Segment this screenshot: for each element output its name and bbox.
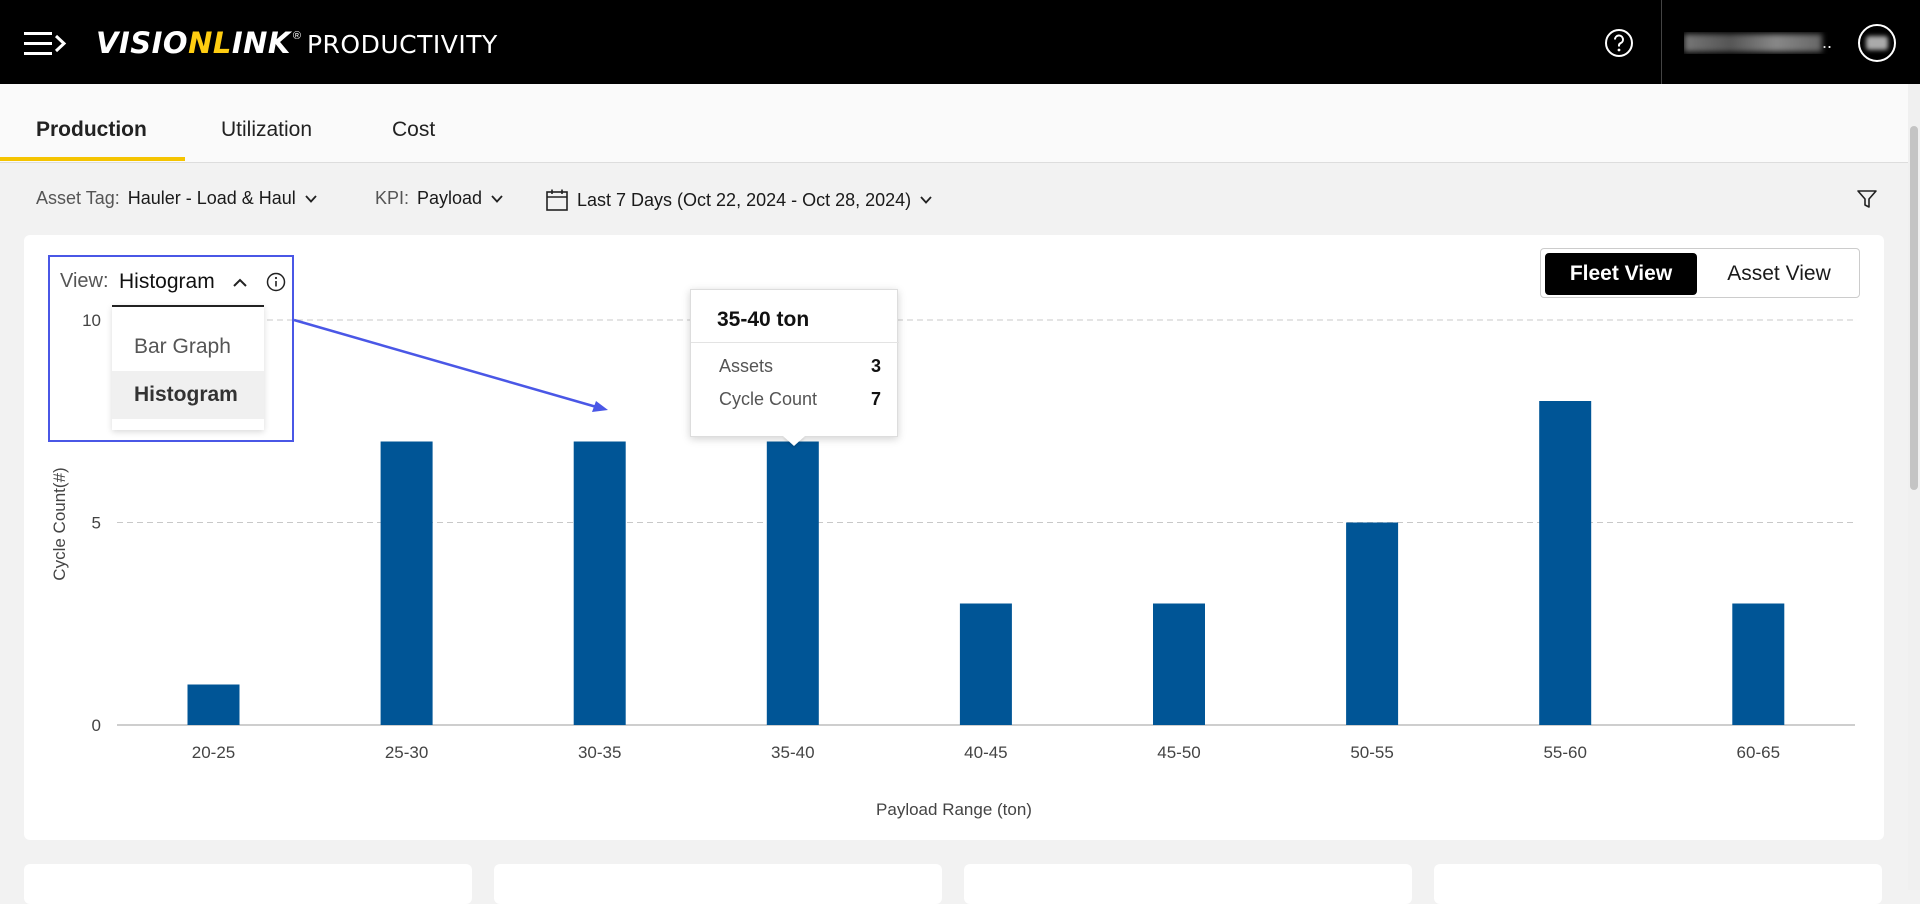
chevron-down-icon [920,196,932,204]
histogram-bar [187,684,240,725]
asset-tag-filter[interactable]: Asset Tag: Hauler - Load & Haul [36,188,318,209]
tooltip-title: 35-40 ton [717,308,810,331]
tooltip-pointer [783,436,805,446]
annotation-highlight-box [48,255,294,442]
tooltip-divider [691,342,899,343]
tab-production[interactable]: Production [36,118,147,141]
histogram-bar [573,441,626,725]
x-tick-label: 50-55 [1350,743,1393,762]
y-tick-label: 0 [92,716,101,735]
view-option-bar-graph[interactable]: Bar Graph [134,335,231,358]
chart-tooltip: 35-40 ton Assets 3 Cycle Count 7 [690,289,899,437]
kpi-value: Payload [417,188,483,208]
x-tick-label: 45-50 [1157,743,1200,762]
x-tick-label: 25-30 [385,743,428,762]
filter-bar: Asset Tag: Hauler - Load & Haul KPI: Pay… [0,180,1908,222]
chevron-down-icon [305,194,317,203]
x-tick-label: 30-35 [578,743,621,762]
histogram-bar [1153,603,1205,725]
x-tick-label: 55-60 [1543,743,1586,762]
view-label: View: [60,270,109,292]
summary-card [1434,864,1882,904]
main-tabs: Production Utilization Cost [0,84,1908,163]
tab-cost[interactable]: Cost [392,118,436,141]
date-range-filter[interactable]: Last 7 Days (Oct 22, 2024 - Oct 28, 2024… [545,188,933,212]
logo-registered-mark: ® [292,30,301,42]
tooltip-cycle-value: 7 [870,389,881,409]
y-axis-label: Cycle Count(#) [50,467,69,580]
fleet-view-button[interactable]: Fleet View [1545,253,1697,295]
x-tick-label: 40-45 [964,743,1007,762]
help-icon[interactable] [1604,28,1634,58]
kpi-filter[interactable]: KPI: Payload [375,188,504,209]
tooltip-cycle-label: Cycle Count [719,389,818,409]
filter-icon[interactable] [1856,188,1878,210]
histogram-bar [1346,522,1399,725]
x-tick-label: 20-25 [192,743,235,762]
chevron-up-icon[interactable] [232,276,248,290]
summary-card [24,864,472,904]
view-selector[interactable]: Histogram [119,270,215,293]
calendar-icon [546,189,568,211]
page-scrollbar[interactable] [1908,84,1920,890]
date-range-value: Last 7 Days (Oct 22, 2024 - Oct 28, 2024… [577,189,912,210]
histogram-bar [766,441,819,725]
asset-view-button[interactable]: Asset View [1727,262,1831,285]
histogram-bar [380,441,433,725]
view-dropdown-menu: Bar Graph Histogram [112,305,264,430]
avatar[interactable] [1858,24,1896,62]
logo-brand: VISIONLINK [96,26,291,60]
chevron-down-icon [491,194,503,203]
logo-product: PRODUCTIVITY [306,30,498,59]
header-divider [1661,0,1662,84]
y-tick-label: 5 [92,514,101,533]
histogram-bar [1539,401,1592,725]
x-axis-label: Payload Range (ton) [876,800,1032,819]
y-tick-label: 10 [82,311,101,330]
asset-tag-label: Asset Tag: [36,188,120,208]
menu-icon[interactable] [22,30,68,58]
top-bar: VISIONLINK ® PRODUCTIVITY .. [0,0,1920,84]
scrollbar-thumb[interactable] [1910,126,1918,490]
histogram-bar [959,603,1012,725]
x-tick-label: 60-65 [1737,743,1780,762]
view-toggle: Fleet View Asset View [1540,248,1860,298]
histogram-bar [1732,603,1785,725]
summary-card [964,864,1412,904]
tooltip-assets-value: 3 [870,356,881,376]
tooltip-assets-label: Assets [719,356,774,376]
tab-utilization[interactable]: Utilization [221,118,313,141]
kpi-label: KPI: [375,188,410,208]
user-name[interactable]: .. [1684,32,1832,54]
active-tab-indicator [0,157,185,161]
asset-tag-value: Hauler - Load & Haul [127,188,296,208]
info-icon[interactable] [266,272,286,292]
summary-card [494,864,942,904]
x-tick-label: 35-40 [771,743,814,762]
view-option-histogram[interactable]: Histogram [112,371,264,419]
app-logo[interactable]: VISIONLINK ® PRODUCTIVITY [96,26,498,62]
